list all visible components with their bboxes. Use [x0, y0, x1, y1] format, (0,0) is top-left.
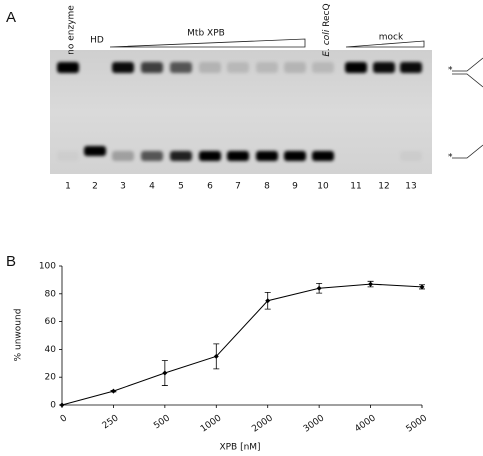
marker [162, 370, 168, 376]
band [199, 151, 221, 161]
panel-label: A [6, 9, 16, 26]
band [312, 151, 334, 161]
lane-number: 3 [120, 182, 126, 192]
lane-number: 12 [378, 182, 389, 192]
x-axis-label: XPB [nM] [219, 443, 260, 453]
x-tick-label: 2000 [250, 413, 275, 434]
band [227, 151, 249, 161]
band [84, 146, 106, 156]
gel-label: mock [379, 33, 404, 43]
band [141, 151, 163, 161]
band [170, 62, 192, 73]
lane-number: 8 [264, 182, 270, 192]
y-tick-label: 60 [45, 317, 57, 327]
x-tick-label: 5000 [405, 413, 430, 434]
x-tick-label: 0 [59, 413, 70, 425]
band [57, 151, 79, 161]
lane-number: 2 [92, 182, 98, 192]
x-tick-label: 3000 [302, 413, 327, 434]
band [112, 151, 134, 161]
marker [419, 284, 425, 290]
panel-label: B [6, 253, 16, 270]
x-tick-label: 250 [101, 413, 121, 431]
marker [213, 353, 219, 359]
band [345, 62, 367, 73]
line [61, 283, 423, 406]
marker [265, 298, 271, 304]
lane-number: 5 [178, 182, 184, 192]
y-tick-label: 100 [39, 262, 56, 272]
gel-label: no enzyme [67, 5, 77, 55]
lane-number: 10 [317, 182, 329, 192]
x-tick-label: 500 [152, 413, 172, 431]
band [400, 151, 422, 161]
asterisk: * [448, 153, 453, 163]
marker [110, 388, 116, 394]
band [227, 62, 249, 73]
y-tick-label: 0 [50, 401, 56, 411]
y-tick-label: 20 [45, 373, 57, 383]
band [57, 62, 79, 73]
x-tick-label: 4000 [353, 413, 378, 434]
gel-label: Mtb XPB [187, 29, 225, 39]
lane-number: 6 [207, 182, 213, 192]
y-axis-label: % unwound [14, 309, 24, 362]
gel-label: E. coli RecQ [322, 3, 332, 56]
band [199, 62, 221, 73]
band [141, 62, 163, 73]
wedge [109, 38, 306, 48]
asterisk: * [448, 66, 453, 76]
y-tick-label: 40 [45, 345, 57, 355]
y-tick-label: 80 [45, 289, 57, 299]
wedge [345, 40, 425, 48]
bands [57, 62, 422, 161]
band [112, 62, 134, 73]
lane-number: 9 [292, 182, 298, 192]
marker [59, 402, 65, 408]
marker [368, 281, 374, 287]
lane-number: 13 [405, 182, 416, 192]
schematic [452, 57, 483, 159]
x-tick-label: 1000 [199, 413, 224, 434]
band [400, 62, 422, 73]
lane-number: 7 [235, 182, 241, 192]
band [256, 62, 278, 73]
band [312, 62, 334, 73]
band [170, 151, 192, 161]
lane-number: 11 [350, 182, 361, 192]
band [284, 62, 306, 73]
lane-number: 1 [65, 182, 71, 192]
marker [316, 285, 322, 291]
gel-label: HD [90, 36, 104, 46]
band [284, 151, 306, 161]
lane-number: 4 [149, 182, 155, 192]
band [256, 151, 278, 161]
band [373, 62, 395, 73]
